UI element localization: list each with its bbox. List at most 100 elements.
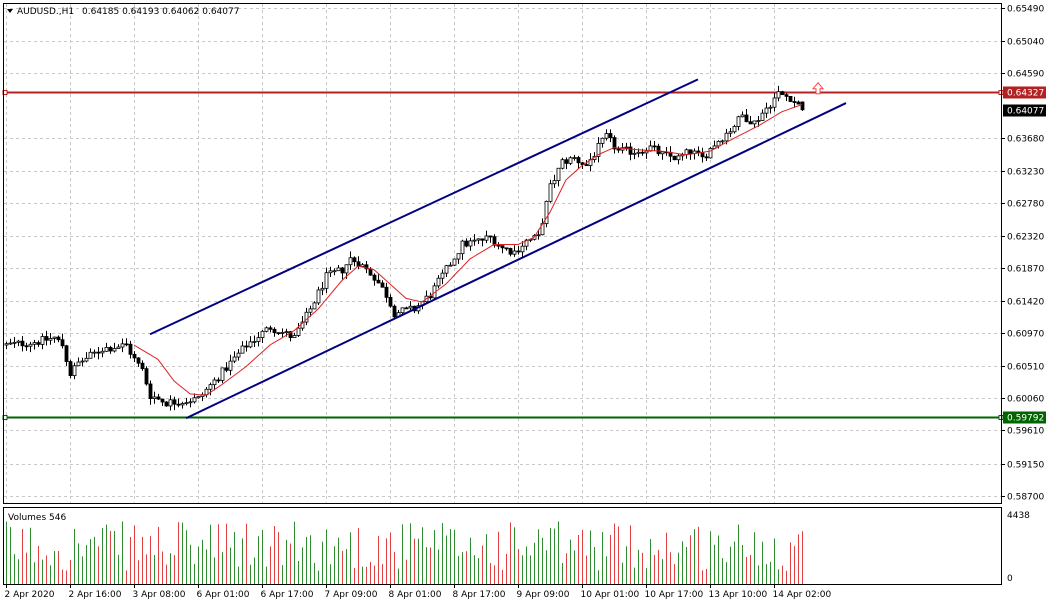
candle-body bbox=[632, 152, 637, 155]
candle-body bbox=[656, 145, 661, 155]
candle-body bbox=[604, 133, 609, 139]
support-line-price-tag bbox=[1003, 411, 1046, 424]
candle-body bbox=[392, 305, 397, 318]
collapse-triangle-icon[interactable] bbox=[7, 9, 13, 13]
candle-body bbox=[464, 240, 469, 247]
candle-body bbox=[228, 360, 233, 371]
candle-body bbox=[68, 361, 73, 377]
candle-body bbox=[380, 282, 385, 288]
candle-body bbox=[100, 350, 105, 354]
candle-body bbox=[300, 321, 305, 329]
candle-body bbox=[572, 157, 577, 159]
candle-body bbox=[184, 402, 189, 405]
candle-body bbox=[52, 336, 57, 339]
price-tick-label: 0.61420 bbox=[1007, 298, 1044, 308]
candle-body bbox=[172, 399, 177, 405]
candle-body bbox=[536, 234, 541, 237]
candle-body bbox=[348, 257, 353, 266]
time-tick-label: 9 Apr 09:00 bbox=[517, 590, 570, 600]
candle-body bbox=[132, 353, 137, 359]
candle-body bbox=[48, 338, 53, 341]
candle-body bbox=[544, 200, 549, 225]
price-tick-label: 0.59610 bbox=[1007, 427, 1044, 437]
candle-body bbox=[568, 157, 573, 164]
candle-body bbox=[768, 106, 773, 109]
candle-body bbox=[524, 239, 529, 247]
up-arrow-icon[interactable] bbox=[811, 81, 825, 95]
candle-body bbox=[732, 126, 737, 133]
candle-body bbox=[728, 131, 733, 134]
candle-body bbox=[788, 95, 793, 102]
candle-body bbox=[140, 362, 145, 370]
candle-body bbox=[796, 101, 801, 105]
main-plot-frame bbox=[3, 3, 1002, 504]
candle-body bbox=[496, 244, 501, 247]
candle-body bbox=[240, 345, 245, 354]
candle-body bbox=[488, 235, 493, 238]
time-tick-label: 2 Apr 16:00 bbox=[69, 590, 122, 600]
price-tick-label: 0.59150 bbox=[1007, 461, 1044, 471]
candle-body bbox=[8, 342, 13, 345]
candle-body bbox=[436, 277, 441, 287]
moving-average-line bbox=[133, 104, 803, 396]
price-tick-label: 0.63680 bbox=[1007, 135, 1044, 145]
candle-body bbox=[96, 351, 101, 354]
candle-body bbox=[136, 357, 141, 364]
candle-body bbox=[120, 343, 125, 348]
price-tick-label: 0.64590 bbox=[1007, 70, 1044, 80]
candle-body bbox=[516, 250, 521, 253]
candle-body bbox=[108, 347, 113, 352]
candle-body bbox=[624, 146, 629, 149]
price-tick-label: 0.60970 bbox=[1007, 330, 1044, 340]
candle-body bbox=[76, 361, 81, 367]
candle-body bbox=[112, 348, 117, 352]
candle-body bbox=[384, 286, 389, 298]
lower-channel[interactable] bbox=[185, 102, 847, 420]
time-tick-label: 7 Apr 09:00 bbox=[325, 590, 378, 600]
candle-body bbox=[440, 272, 445, 279]
candle-body bbox=[284, 331, 289, 334]
candle-body bbox=[304, 311, 309, 323]
candle-body bbox=[248, 341, 253, 348]
upper-channel[interactable] bbox=[149, 78, 699, 336]
candle-body bbox=[388, 296, 393, 307]
time-tick-label: 2 Apr 2020 bbox=[5, 590, 55, 600]
time-tick-label: 3 Apr 08:00 bbox=[133, 590, 186, 600]
time-tick-label: 6 Apr 17:00 bbox=[261, 590, 314, 600]
candle-body bbox=[128, 343, 133, 355]
candle-body bbox=[368, 268, 373, 276]
candle-body bbox=[800, 101, 805, 111]
candle-body bbox=[480, 238, 485, 241]
candle-body bbox=[236, 352, 241, 358]
candle-body bbox=[60, 339, 65, 347]
candle-body bbox=[456, 253, 461, 260]
candle-body bbox=[104, 347, 109, 352]
candle-body bbox=[360, 264, 365, 267]
candle-body bbox=[224, 367, 229, 371]
price-tick-label: 0.62780 bbox=[1007, 200, 1044, 210]
candle-body bbox=[784, 94, 789, 97]
price-tick-label: 0.61870 bbox=[1007, 265, 1044, 275]
candle-body bbox=[640, 151, 645, 154]
price-tick-label: 0.65490 bbox=[1007, 5, 1044, 15]
candle-body bbox=[476, 238, 481, 241]
candle-body bbox=[472, 239, 477, 242]
candle-body bbox=[280, 332, 285, 334]
candle-body bbox=[320, 287, 325, 291]
candle-body bbox=[292, 335, 297, 339]
time-tick-label: 10 Apr 17:00 bbox=[645, 590, 704, 600]
candle-body bbox=[672, 155, 677, 161]
candle-body bbox=[72, 365, 77, 377]
candle-body bbox=[508, 248, 513, 255]
candle-body bbox=[336, 267, 341, 272]
volume-label: Volumes 546 bbox=[8, 513, 66, 523]
candle-body bbox=[28, 343, 33, 347]
candle-body bbox=[24, 345, 29, 348]
time-tick-label: 14 Apr 02:00 bbox=[773, 590, 832, 600]
candle-body bbox=[216, 379, 221, 382]
candle-body bbox=[576, 157, 581, 164]
candle-body bbox=[376, 279, 381, 284]
candle-body bbox=[748, 121, 753, 125]
